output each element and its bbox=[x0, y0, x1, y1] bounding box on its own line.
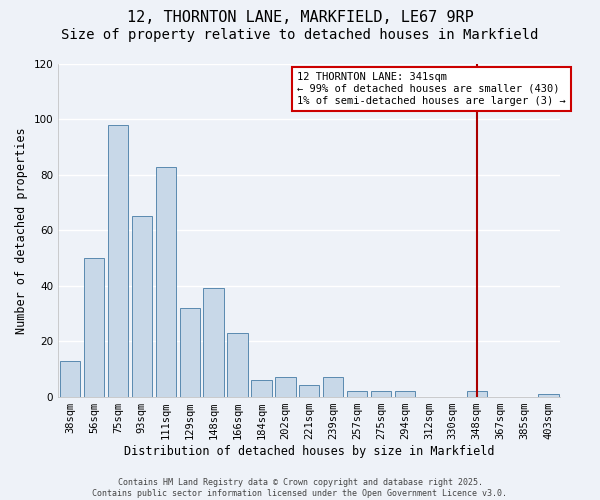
Bar bbox=[132, 216, 152, 396]
Bar bbox=[371, 391, 391, 396]
Bar bbox=[108, 125, 128, 396]
Bar bbox=[179, 308, 200, 396]
Text: Size of property relative to detached houses in Markfield: Size of property relative to detached ho… bbox=[61, 28, 539, 42]
Bar bbox=[323, 377, 343, 396]
Bar bbox=[467, 391, 487, 396]
Text: Contains HM Land Registry data © Crown copyright and database right 2025.
Contai: Contains HM Land Registry data © Crown c… bbox=[92, 478, 508, 498]
Text: 12, THORNTON LANE, MARKFIELD, LE67 9RP: 12, THORNTON LANE, MARKFIELD, LE67 9RP bbox=[127, 10, 473, 25]
Bar bbox=[227, 333, 248, 396]
Bar bbox=[395, 391, 415, 396]
Bar bbox=[347, 391, 367, 396]
X-axis label: Distribution of detached houses by size in Markfield: Distribution of detached houses by size … bbox=[124, 444, 494, 458]
Bar bbox=[538, 394, 559, 396]
Bar bbox=[203, 288, 224, 397]
Y-axis label: Number of detached properties: Number of detached properties bbox=[15, 127, 28, 334]
Bar bbox=[60, 360, 80, 396]
Bar bbox=[251, 380, 272, 396]
Bar bbox=[275, 377, 296, 396]
Bar bbox=[84, 258, 104, 396]
Text: 12 THORNTON LANE: 341sqm
← 99% of detached houses are smaller (430)
1% of semi-d: 12 THORNTON LANE: 341sqm ← 99% of detach… bbox=[297, 72, 565, 106]
Bar bbox=[155, 166, 176, 396]
Bar bbox=[299, 386, 319, 396]
